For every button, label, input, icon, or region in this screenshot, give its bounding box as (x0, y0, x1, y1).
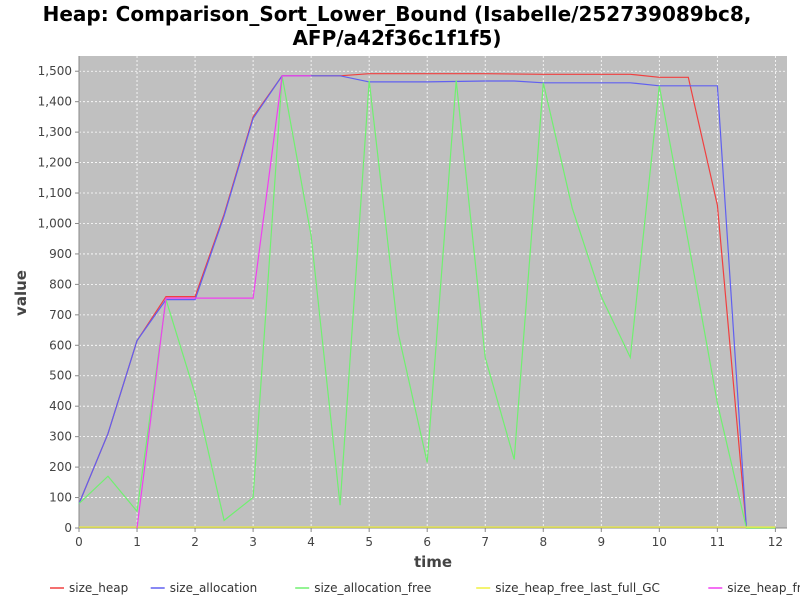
x-tick-label: 2 (191, 535, 199, 549)
x-axis-label: time (414, 553, 452, 571)
plot-area (79, 56, 787, 528)
x-tick-label: 10 (652, 535, 667, 549)
x-tick-label: 4 (307, 535, 315, 549)
chart-title-line-2: AFP/a42f36c1f1f5) (292, 26, 501, 50)
chart-title-line-1: Heap: Comparison_Sort_Lower_Bound (Isabe… (43, 2, 752, 26)
legend-label-size_allocation: size_allocation (170, 581, 258, 595)
legend-label-size_heap_free_last_GC: size_heap_free_last_GC (727, 581, 800, 595)
legend-label-size_heap: size_heap (69, 581, 128, 595)
y-tick-label: 1,300 (38, 125, 72, 139)
y-tick-label: 1,100 (38, 186, 72, 200)
y-tick-label: 1,000 (38, 216, 72, 230)
series-line-size_heap_free_last_GC (136, 75, 312, 529)
x-tick-label: 0 (75, 535, 83, 549)
y-tick-label: 1,400 (38, 95, 72, 109)
series-lines (78, 73, 776, 529)
y-tick-label: 600 (49, 338, 72, 352)
x-tick-label: 7 (481, 535, 489, 549)
series-line-size_heap (78, 73, 776, 529)
x-tick-label: 12 (768, 535, 783, 549)
x-tick-label: 3 (249, 535, 257, 549)
grid (78, 56, 787, 529)
x-tick-label: 5 (365, 535, 373, 549)
y-tick-label: 500 (49, 369, 72, 383)
legend: size_heap size_allocation size_allocation_… (50, 581, 800, 595)
y-tick-label: 900 (49, 247, 72, 261)
x-tick-label: 11 (710, 535, 725, 549)
x-tick-label: 6 (423, 535, 431, 549)
y-tick-label: 400 (49, 399, 72, 413)
legend-label-size_allocation_free: size_allocation_free (314, 581, 431, 595)
y-tick-label: 1,500 (38, 64, 72, 78)
y-axis-label: value (12, 270, 30, 316)
legend-label-size_heap_free_last_full_GC: size_heap_free_last_full_GC (495, 581, 660, 595)
series-line-size_allocation (78, 75, 776, 529)
x-tick-label: 9 (597, 535, 605, 549)
y-tick-label: 200 (49, 460, 72, 474)
y-tick-label: 800 (49, 277, 72, 291)
axes: 01002003004005006007008009001,0001,1001,… (38, 56, 787, 549)
y-tick-label: 0 (64, 521, 72, 535)
series-line-size_allocation_free (78, 75, 776, 529)
x-tick-label: 1 (133, 535, 141, 549)
x-tick-label: 8 (539, 535, 547, 549)
y-tick-label: 700 (49, 308, 72, 322)
y-tick-label: 100 (49, 491, 72, 505)
y-tick-label: 300 (49, 430, 72, 444)
y-tick-label: 1,200 (38, 156, 72, 170)
